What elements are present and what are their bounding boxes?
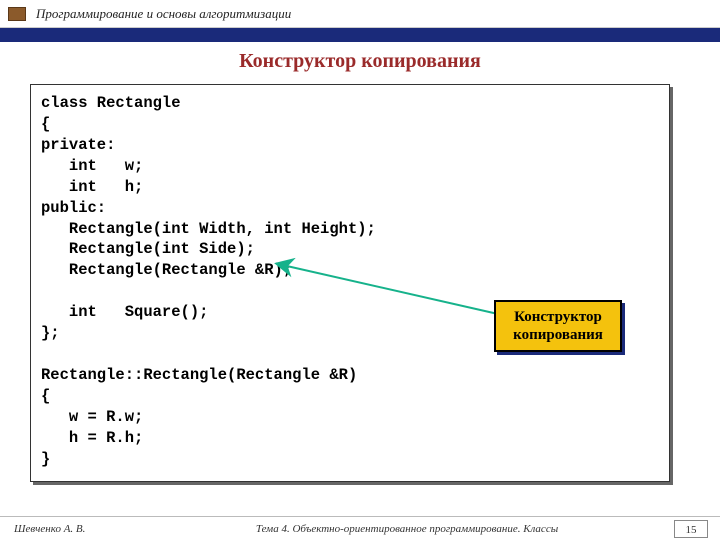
footer-topic: Тема 4. Объектно-ориентированное програм… — [140, 523, 674, 535]
slide-title: Конструктор копирования — [0, 42, 720, 79]
header-bar: Программирование и основы алгоритмизации — [0, 0, 720, 28]
blue-band — [0, 28, 720, 42]
page-number: 15 — [674, 520, 708, 538]
course-title: Программирование и основы алгоритмизации — [36, 6, 291, 22]
book-icon — [8, 7, 26, 21]
footer-author: Шевченко А. В. — [0, 523, 140, 535]
callout-line2: копирования — [506, 326, 610, 344]
code-box: class Rectangle { private: int w; int h;… — [30, 84, 670, 482]
callout-box: Конструктор копирования — [494, 300, 622, 352]
footer: Шевченко А. В. Тема 4. Объектно-ориентир… — [0, 516, 720, 540]
callout-line1: Конструктор — [506, 308, 610, 326]
